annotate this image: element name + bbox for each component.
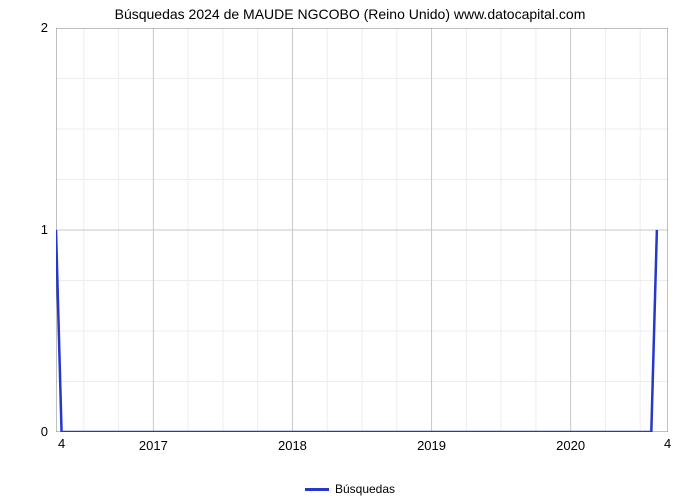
plot-area [56,28,668,432]
chart-title: Búsquedas 2024 de MAUDE NGCOBO (Reino Un… [0,6,700,22]
y-tick-label: 2 [0,20,48,35]
x-tick-label: 2019 [417,438,446,453]
y-tick-label: 1 [0,222,48,237]
corner-label-right: 4 [664,436,671,451]
legend-label: Búsquedas [335,482,395,496]
legend: Búsquedas [0,482,700,496]
legend-swatch [305,488,329,491]
chart-container: Búsquedas 2024 de MAUDE NGCOBO (Reino Un… [0,0,700,500]
y-tick-label: 0 [0,424,48,439]
x-tick-label: 2018 [278,438,307,453]
x-tick-label: 2017 [139,438,168,453]
x-tick-label: 2020 [556,438,585,453]
corner-label-left: 4 [58,436,65,451]
